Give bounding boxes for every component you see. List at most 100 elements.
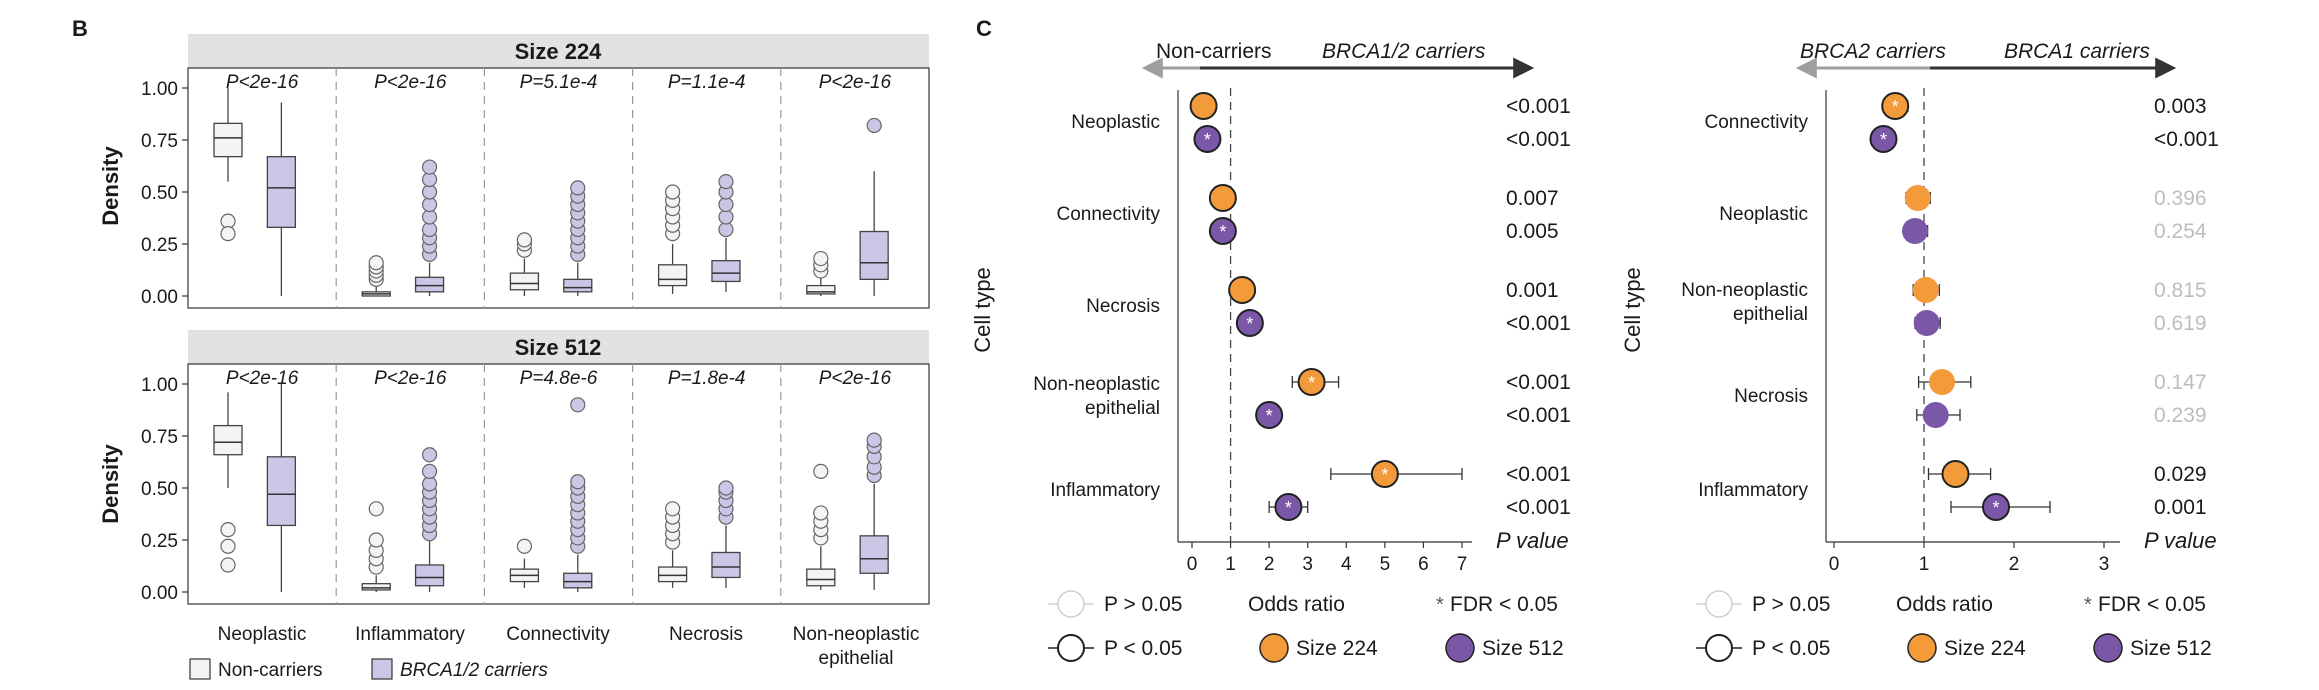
box-plot-size-224: Size 224 1.00 0.75 0.50 0.25 0.00 P<2e-16 P<2e… <box>141 34 930 309</box>
p-value-label: P=4.8e-6 <box>520 368 598 389</box>
x-tick-label: 4 <box>1341 554 1352 575</box>
odds-ratio-point <box>1255 401 1284 429</box>
panel-b: B Size 224 1.00 0.75 0.50 0.25 0.00 P<2e-16 P<… <box>72 16 930 681</box>
fdr-asterisk: * <box>1204 130 1211 150</box>
fdr-asterisk: * <box>1892 97 1899 117</box>
odds-ratio-point <box>1274 493 1303 521</box>
legend-asterisk-left: * <box>1436 594 1444 616</box>
outlier-point <box>813 505 829 521</box>
y-axis-label-224: Density <box>98 146 123 226</box>
x-tick-label: 7 <box>1457 554 1468 575</box>
x-tick-label: 3 <box>2099 554 2110 575</box>
y-tick-label: 0.75 <box>141 427 178 448</box>
row-label-left-2: Connectivity <box>1057 204 1161 225</box>
x-tick-label: 0 <box>1187 554 1198 575</box>
arrow-left-label: Non-carriers <box>1156 40 1272 63</box>
row-label-left-4a: Non-neoplastic <box>1033 374 1160 395</box>
legend-text-pgt-left: P > 0.05 <box>1104 593 1182 616</box>
odds-ratio-point <box>1904 185 1931 211</box>
box <box>266 456 297 527</box>
box <box>563 572 593 589</box>
x-tick-label: 0 <box>1829 554 1840 575</box>
category-label-epithelial: epithelial <box>819 648 894 669</box>
y-axis-label-left: Cell type <box>970 267 995 353</box>
box <box>657 566 688 583</box>
outlier-point <box>570 397 586 413</box>
odds-ratio-point <box>1235 309 1264 337</box>
box <box>806 284 836 295</box>
box <box>414 564 445 587</box>
odds-ratio-point <box>1297 368 1326 396</box>
legend-circle-512-left <box>1445 633 1475 663</box>
legend-text-plt-left: P < 0.05 <box>1104 637 1182 660</box>
panel-c-label: C <box>976 16 992 41</box>
arrow-right-label: BRCA1/2 carriers <box>1322 40 1486 63</box>
p-value-label: P<2e-16 <box>819 368 892 389</box>
y-axis-label-right: Cell type <box>1620 267 1645 353</box>
odds-ratio-point <box>1881 92 1910 120</box>
fdr-asterisk: * <box>1266 406 1273 426</box>
pvalue-right-7: 0.147 <box>2154 371 2207 394</box>
x-tick-label: 1 <box>1225 554 1236 575</box>
x-tick-label: 6 <box>1418 554 1429 575</box>
outlier-point <box>220 226 236 242</box>
y-tick-label: 0.00 <box>141 583 178 604</box>
box <box>213 122 243 158</box>
pvalue-left-10: <0.001 <box>1506 496 1571 519</box>
fdr-asterisk: * <box>1219 222 1226 242</box>
marks-512: 1.00 0.75 0.50 0.25 0.00 P<2e-16 P<2e-16 P=4.8e… <box>141 364 892 604</box>
box-plot-size-512: Size 512 1.00 0.75 0.50 0.25 0.00 P<2e-16 P<2e… <box>141 330 930 605</box>
outlier-point <box>421 159 438 175</box>
pvalue-right-6: 0.619 <box>2154 312 2207 335</box>
outlier-point <box>813 463 829 479</box>
box <box>657 264 688 287</box>
outlier-point <box>718 480 734 496</box>
outlier-point <box>368 255 384 271</box>
odds-ratio-point <box>1922 402 1949 428</box>
y-axis-label-512: Density <box>98 444 123 524</box>
panel-c: C Non-carriers BRCA1/2 carriers Cell typ… <box>970 16 2219 663</box>
odds-ratio-point <box>1869 125 1898 153</box>
outlier-point <box>421 447 438 463</box>
pvalue-left-4: 0.005 <box>1506 220 1559 243</box>
plot-title-512: Size 512 <box>515 335 602 360</box>
legend-text-pgt-right: P > 0.05 <box>1752 593 1830 616</box>
row-label-left-3: Necrosis <box>1086 296 1160 317</box>
legend-text-224-left: Size 224 <box>1296 637 1378 660</box>
row-label-right-2: Neoplastic <box>1719 204 1808 225</box>
row-label-right-1: Connectivity <box>1705 112 1809 133</box>
p-value-label: P<2e-16 <box>226 72 299 93</box>
legend-text-odds-left: Odds ratio <box>1248 593 1345 616</box>
odds-ratio-point <box>1913 310 1940 336</box>
pvalue-left-2: <0.001 <box>1506 128 1571 151</box>
outlier-point <box>866 432 882 448</box>
p-value-label: P<2e-16 <box>374 368 447 389</box>
outlier-point <box>516 538 533 554</box>
panel-c-legend-left: P > 0.05 P < 0.05 Odds ratio * FDR < 0.0… <box>1048 590 1564 663</box>
forest-left-marks: * * * * * * * <box>1189 88 1463 542</box>
pvalue-header-right: P value <box>2144 528 2217 553</box>
p-value-label: P<2e-16 <box>226 368 299 389</box>
legend-circle-224-left <box>1259 633 1289 663</box>
legend-swatch-carriers <box>371 658 393 680</box>
y-tick-label: 0.00 <box>141 287 178 308</box>
outlier-point <box>570 180 586 196</box>
legend-text-odds-right: Odds ratio <box>1896 593 1993 616</box>
odds-ratio-point <box>1912 277 1939 303</box>
row-label-left-4b: epithelial <box>1085 398 1160 419</box>
box <box>509 272 540 291</box>
fdr-asterisk: * <box>1246 314 1253 334</box>
box <box>806 568 836 587</box>
odds-ratio-point <box>1189 92 1218 120</box>
row-label-left-5: Inflammatory <box>1050 480 1160 501</box>
outlier-point <box>866 117 882 134</box>
row-label-right-3a: Non-neoplastic <box>1681 280 1808 301</box>
pvalue-left-5: 0.001 <box>1506 279 1559 302</box>
pvalue-right-2: <0.001 <box>2154 128 2219 151</box>
odds-ratio-point <box>1902 218 1928 244</box>
fdr-asterisk: * <box>1308 373 1315 393</box>
y-tick-label: 0.25 <box>141 531 178 552</box>
box <box>266 155 297 229</box>
y-tick-label: 0.50 <box>141 479 178 500</box>
